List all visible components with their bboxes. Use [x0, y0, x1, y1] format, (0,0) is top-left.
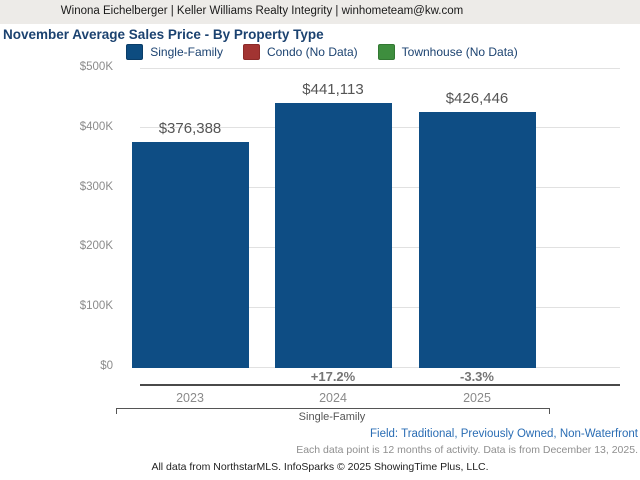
field-filters-note: Field: Traditional, Previously Owned, No… [369, 428, 638, 440]
y-axis-tick-label: $400K [79, 120, 113, 133]
legend-item-condo[interactable]: Condo (No Data) [242, 44, 358, 60]
bar-value-label: $441,113 [302, 81, 364, 99]
legend-label: Townhouse (No Data) [401, 45, 518, 59]
legend-item-townhouse[interactable]: Townhouse (No Data) [377, 44, 518, 60]
single-family-swatch-icon [126, 44, 144, 60]
y-axis-tick-label: $0 [100, 360, 113, 372]
x-axis-line [140, 384, 620, 386]
x-axis-year-label: 2024 [319, 391, 347, 405]
chart-legend: Single-Family Condo (No Data) Townhouse … [0, 44, 640, 60]
y-axis-tick-label: $100K [79, 300, 113, 313]
pct-change-label: -3.3% [460, 369, 494, 384]
attribution-note: All data from NorthstarMLS. InfoSparks ©… [151, 461, 489, 473]
data-point-note: Each data point is 12 months of activity… [296, 444, 638, 456]
gridline [140, 67, 620, 69]
legend-label: Condo (No Data) [266, 45, 358, 59]
condo-swatch-icon [242, 44, 260, 60]
townhouse-swatch-icon [377, 44, 395, 60]
legend-label: Single-Family [150, 45, 223, 59]
y-axis-tick-label: $200K [79, 240, 113, 253]
bar-2023[interactable] [131, 141, 249, 368]
legend-item-single-family[interactable]: Single-Family [126, 44, 223, 60]
agent-contact-line: Winona Eichelberger | Keller Williams Re… [60, 5, 464, 17]
chart-title: November Average Sales Price - By Proper… [3, 27, 324, 42]
y-axis-tick-label: $500K [79, 61, 113, 73]
bar-2024[interactable] [274, 103, 392, 368]
pct-change-label: +17.2% [310, 369, 356, 384]
bar-value-label: $376,388 [158, 119, 222, 137]
y-axis-tick-label: $300K [79, 180, 113, 193]
agent-header-bar: Winona Eichelberger | Keller Williams Re… [0, 0, 640, 24]
x-axis-year-label: 2023 [176, 391, 204, 405]
bar-2025[interactable] [418, 111, 536, 368]
bar-value-label: $426,446 [445, 89, 509, 107]
group-label: Single-Family [298, 411, 366, 423]
x-axis-year-label: 2025 [463, 391, 491, 405]
group-bracket [116, 408, 550, 414]
